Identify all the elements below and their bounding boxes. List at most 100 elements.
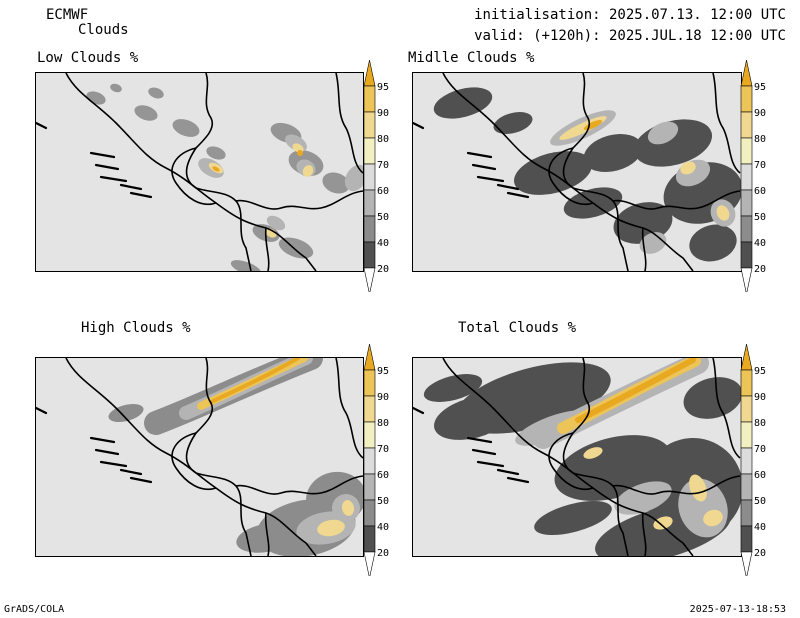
colorbar-label: 60 bbox=[754, 186, 766, 197]
map-middle-svg bbox=[413, 73, 741, 271]
panel-title-total: Total Clouds % bbox=[458, 320, 577, 336]
colorbar-label: 80 bbox=[377, 418, 389, 429]
island bbox=[466, 436, 493, 444]
cloud-area bbox=[134, 105, 158, 121]
colorbar-arrow-bottom bbox=[363, 267, 376, 292]
colorbar-segment bbox=[740, 369, 753, 397]
colorbar-label: 90 bbox=[377, 108, 389, 119]
country-border bbox=[185, 358, 252, 556]
colorbar-label: 20 bbox=[754, 264, 766, 275]
colorbar-segment bbox=[363, 369, 376, 397]
colorbar-low: 20 40 50 60 70 80 90 95 bbox=[363, 59, 389, 292]
panel-title-high: High Clouds % bbox=[81, 320, 191, 336]
colorbar-segment bbox=[740, 395, 753, 423]
initialisation-time: initialisation: 2025.07.13. 12:00 UTC bbox=[474, 7, 786, 23]
colorbar-arrow-top bbox=[740, 59, 753, 87]
colorbar-label: 80 bbox=[754, 418, 766, 429]
map-low-clouds bbox=[35, 72, 364, 272]
colorbar-label: 20 bbox=[754, 548, 766, 559]
map-total-svg bbox=[413, 358, 741, 556]
map-total-clouds bbox=[412, 357, 742, 557]
colorbar-label: 40 bbox=[754, 522, 766, 533]
valid-time: valid: (+120h): 2025.JUL.18 12:00 UTC bbox=[474, 28, 786, 44]
cloud-area bbox=[689, 224, 737, 262]
country-border bbox=[641, 512, 647, 556]
colorbar-segment bbox=[363, 241, 376, 269]
colorbar-arrow-bottom bbox=[740, 267, 753, 292]
country-border bbox=[185, 73, 252, 271]
colorbar-segment bbox=[740, 525, 753, 553]
cloud-area bbox=[653, 516, 673, 530]
cloud-area bbox=[583, 133, 643, 173]
colorbar-segment bbox=[363, 85, 376, 113]
island bbox=[129, 476, 153, 484]
country-border bbox=[171, 432, 217, 490]
colorbar-label: 60 bbox=[754, 470, 766, 481]
cloud-area bbox=[302, 165, 314, 177]
colorbar-label: 50 bbox=[754, 496, 766, 507]
country-border bbox=[641, 227, 647, 271]
colorbar-label: 95 bbox=[377, 366, 389, 377]
panel-title-low: Low Clouds % bbox=[37, 50, 139, 66]
country-border bbox=[612, 190, 741, 210]
colorbar-label: 90 bbox=[377, 392, 389, 403]
cloud-area bbox=[583, 447, 603, 459]
cloud-area bbox=[534, 500, 612, 536]
map-middle-clouds bbox=[412, 72, 742, 272]
colorbar-segment bbox=[740, 421, 753, 449]
colorbar-label: 50 bbox=[754, 212, 766, 223]
colorbar-label: 40 bbox=[377, 238, 389, 249]
cloud-band bbox=[575, 358, 696, 423]
cloud-area bbox=[172, 119, 200, 137]
cloud-area bbox=[716, 205, 730, 221]
colorbar-segment bbox=[740, 85, 753, 113]
cloud-area bbox=[423, 374, 483, 402]
colorbar-label: 20 bbox=[377, 548, 389, 559]
colorbar-segment bbox=[740, 189, 753, 217]
cloud-area bbox=[206, 146, 226, 160]
colorbar-segment bbox=[363, 447, 376, 475]
country-border bbox=[562, 358, 629, 556]
cloud-area bbox=[614, 481, 672, 515]
cloud-area bbox=[110, 83, 122, 93]
colorbar-label: 40 bbox=[377, 522, 389, 533]
colorbar-segment bbox=[363, 421, 376, 449]
colorbar-segment bbox=[740, 447, 753, 475]
island bbox=[471, 448, 497, 456]
island bbox=[506, 191, 530, 199]
country-border bbox=[712, 358, 741, 459]
island bbox=[36, 121, 48, 130]
colorbar-label: 80 bbox=[754, 134, 766, 145]
cloud-area bbox=[703, 509, 723, 527]
cloud-area bbox=[433, 87, 493, 119]
colorbar-segment bbox=[363, 163, 376, 191]
country-border bbox=[548, 147, 594, 205]
colorbar-segment bbox=[363, 137, 376, 165]
colorbar-segment bbox=[363, 111, 376, 139]
colorbar-label: 95 bbox=[754, 366, 766, 377]
colorbar-total: 20 40 50 60 70 80 90 95 bbox=[740, 343, 766, 576]
colorbar-segment bbox=[363, 499, 376, 527]
cloud-area bbox=[683, 377, 741, 419]
cloud-area bbox=[266, 215, 286, 231]
island bbox=[413, 121, 425, 130]
colorbar-label: 70 bbox=[377, 160, 389, 171]
colorbar-middle: 20 40 50 60 70 80 90 95 bbox=[740, 59, 766, 292]
colorbar-label: 40 bbox=[754, 238, 766, 249]
colorbar-segment bbox=[363, 525, 376, 553]
colorbar-arrow-top bbox=[363, 59, 376, 87]
country-border bbox=[562, 73, 629, 271]
colorbar-label: 50 bbox=[377, 496, 389, 507]
country-border bbox=[612, 475, 741, 495]
island bbox=[476, 460, 505, 468]
colorbar-label: 95 bbox=[754, 82, 766, 93]
colorbar-label: 60 bbox=[377, 470, 389, 481]
colorbar-arrow-top bbox=[740, 343, 753, 371]
colorbar-segment bbox=[363, 395, 376, 423]
colorbar-segment bbox=[740, 215, 753, 243]
colorbar-label: 50 bbox=[377, 212, 389, 223]
island bbox=[36, 406, 48, 415]
cloud-area bbox=[680, 161, 696, 175]
colorbar-segment bbox=[363, 473, 376, 501]
